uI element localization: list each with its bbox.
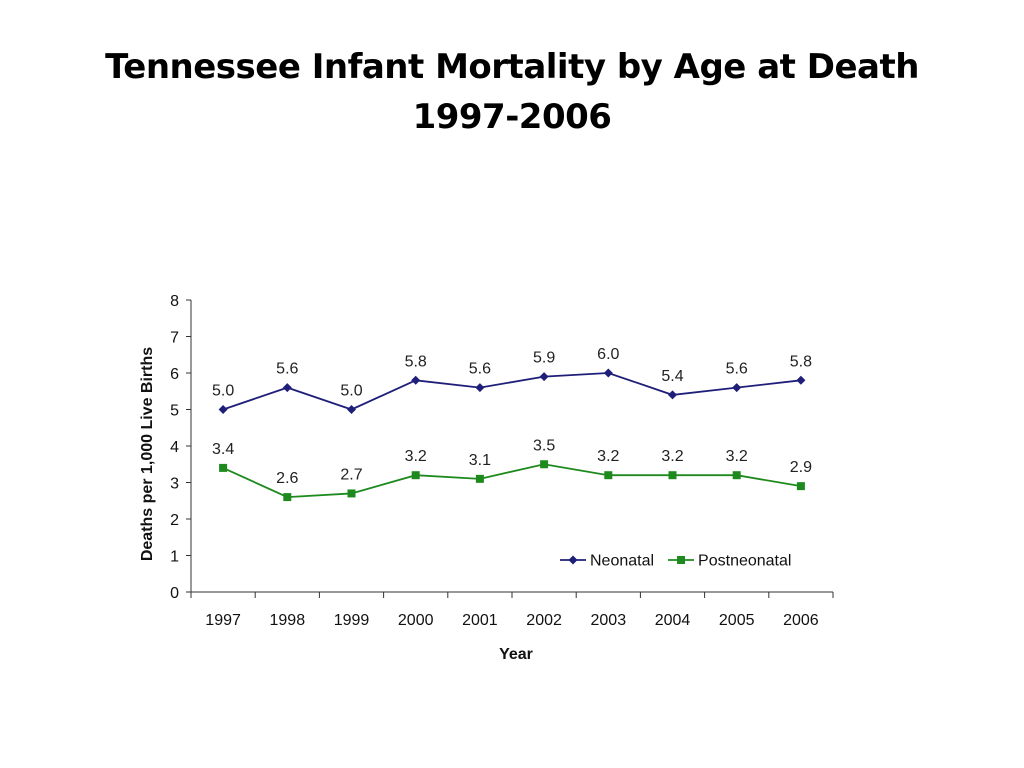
y-tick-label: 5 bbox=[170, 403, 179, 420]
chart-legend: Neonatal Postneonatal bbox=[560, 553, 791, 570]
data-label: 3.5 bbox=[533, 437, 555, 454]
data-point bbox=[411, 375, 421, 385]
x-tick-label: 1999 bbox=[334, 612, 370, 629]
data-label: 3.2 bbox=[405, 448, 427, 465]
x-tick-label: 2004 bbox=[655, 612, 691, 629]
x-tick-label: 2001 bbox=[462, 612, 498, 629]
data-point bbox=[668, 471, 677, 480]
legend-label: Postneonatal bbox=[698, 553, 791, 570]
data-label: 2.7 bbox=[340, 466, 362, 483]
slide-title-line-2: 1997-2006 bbox=[412, 97, 612, 137]
data-point bbox=[218, 405, 228, 414]
data-label: 5.9 bbox=[533, 350, 555, 367]
y-tick-label: 3 bbox=[170, 476, 179, 493]
data-point bbox=[539, 372, 549, 382]
y-tick-label: 1 bbox=[170, 549, 179, 566]
y-axis-title: Deaths per 1,000 Live Births bbox=[139, 347, 156, 561]
y-tick-label: 4 bbox=[170, 439, 179, 456]
data-label: 5.6 bbox=[469, 361, 491, 378]
y-tick-label: 0 bbox=[170, 585, 179, 602]
data-label: 3.2 bbox=[661, 448, 683, 465]
data-label: 5.6 bbox=[726, 361, 748, 378]
data-label: 3.1 bbox=[469, 452, 491, 469]
series-line bbox=[222, 463, 802, 499]
data-point bbox=[604, 471, 613, 480]
data-label: 5.8 bbox=[790, 353, 812, 370]
data-point bbox=[668, 390, 677, 400]
data-label: 5.0 bbox=[340, 383, 362, 400]
data-point bbox=[796, 482, 805, 491]
legend-item-postneonatal: Postneonatal bbox=[668, 553, 791, 570]
y-tick-label: 8 bbox=[170, 293, 179, 310]
data-point bbox=[475, 383, 485, 393]
data-label: 2.9 bbox=[790, 459, 812, 476]
y-tick-label: 2 bbox=[170, 512, 179, 529]
data-point bbox=[732, 471, 741, 480]
data-point bbox=[219, 463, 228, 472]
y-tick-label: 6 bbox=[170, 366, 179, 383]
data-label: 3.4 bbox=[212, 441, 234, 458]
legend-label: Neonatal bbox=[590, 553, 654, 570]
x-tick-label: 2000 bbox=[398, 612, 434, 629]
data-label: 2.6 bbox=[276, 470, 298, 487]
data-point bbox=[540, 460, 549, 469]
series-line bbox=[222, 372, 802, 411]
series-postneonatal bbox=[219, 460, 805, 502]
x-tick-label: 2002 bbox=[526, 612, 562, 629]
data-point bbox=[347, 405, 356, 414]
data-point bbox=[283, 493, 292, 502]
slide-title-line-1: Tennessee Infant Mortality by Age at Dea… bbox=[105, 47, 919, 87]
chart-axes: 0 1 2 3 4 5 6 7 8 1997 1998 1999 2000 2001 2002 2003 200… bbox=[170, 293, 834, 629]
x-tick-label: 1998 bbox=[270, 612, 306, 629]
legend-marker bbox=[677, 556, 686, 564]
data-label: 5.4 bbox=[661, 368, 683, 385]
data-point bbox=[347, 489, 356, 498]
data-point bbox=[732, 383, 742, 393]
data-label: 5.6 bbox=[276, 361, 298, 378]
legend-marker bbox=[568, 555, 578, 565]
data-point bbox=[282, 383, 292, 393]
series-neonatal bbox=[218, 368, 806, 414]
x-tick-label: 2003 bbox=[591, 612, 627, 629]
x-tick-label: 1997 bbox=[205, 612, 241, 629]
data-label: 3.2 bbox=[726, 448, 748, 465]
data-label: 6.0 bbox=[597, 346, 619, 363]
x-tick-label: 2006 bbox=[783, 612, 819, 629]
chart-series bbox=[218, 368, 806, 502]
data-label: 3.2 bbox=[597, 448, 619, 465]
chart-data-labels: 5.0 5.6 5.0 5.8 5.6 5.9 6.0 5.4 5.6 5.8 3.4 2.6 2.7 3… bbox=[212, 346, 812, 487]
x-axis-title: Year bbox=[499, 646, 533, 663]
slide-title: Tennessee Infant Mortality by Age at Dea… bbox=[0, 42, 1024, 142]
data-label: 5.8 bbox=[405, 353, 427, 370]
data-point bbox=[475, 474, 484, 483]
data-label: 5.0 bbox=[212, 383, 234, 400]
y-tick-label: 7 bbox=[170, 330, 179, 347]
legend-item-neonatal: Neonatal bbox=[560, 553, 654, 570]
data-point bbox=[411, 471, 420, 480]
data-point bbox=[603, 368, 613, 378]
data-point bbox=[796, 375, 806, 385]
x-tick-label: 2005 bbox=[719, 612, 755, 629]
